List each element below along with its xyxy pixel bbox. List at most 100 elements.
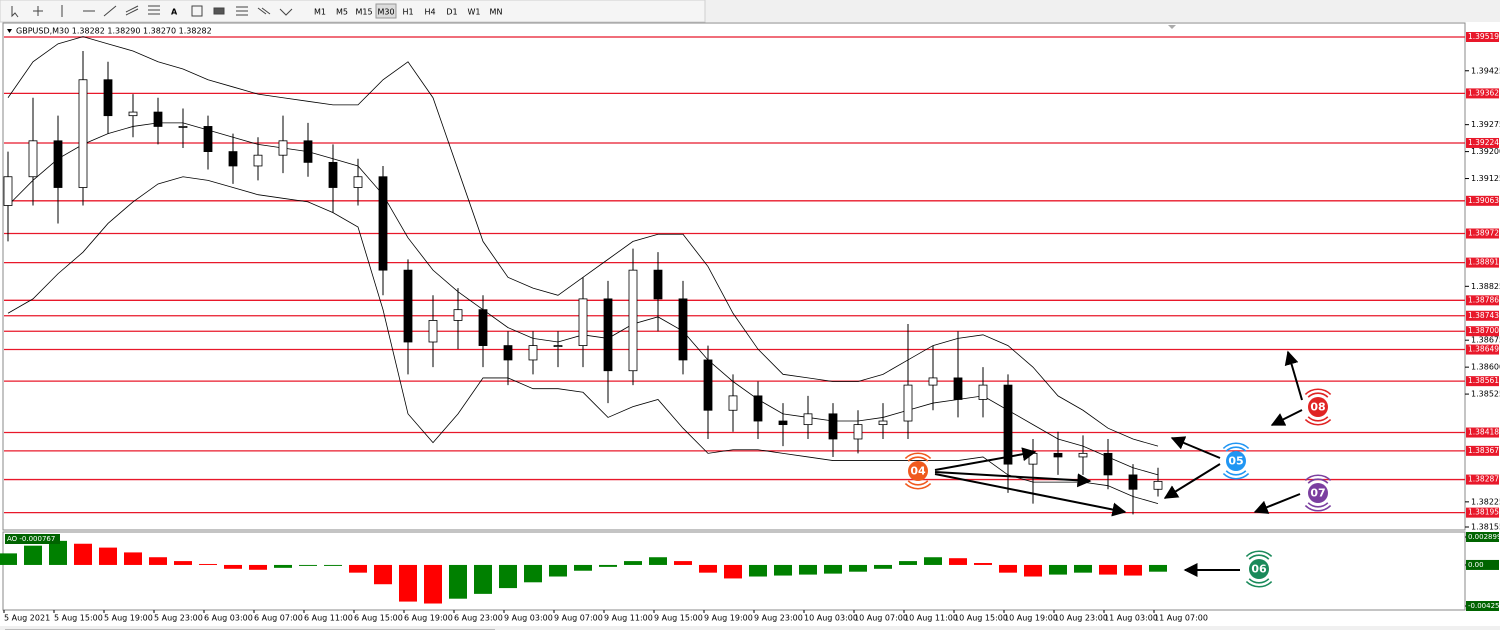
- trendline-icon[interactable]: [103, 5, 117, 17]
- level-label: 1.38367: [1468, 446, 1499, 455]
- level-label: 1.39362: [1468, 88, 1499, 97]
- osc-tick-bg: [1466, 532, 1499, 542]
- candle-body: [628, 269, 638, 372]
- time-label: 11 Aug 07:00: [1154, 614, 1208, 623]
- level-label-bg: [1466, 344, 1499, 355]
- arrow: [1270, 409, 1303, 426]
- chart-layer: 1.39425 1.39275 1.39200 1.39125 1.38825 1.386…: [0, 32, 1500, 623]
- candle-body: [503, 345, 513, 361]
- text-icon[interactable]: [191, 5, 203, 17]
- level-label-bg: [1466, 427, 1499, 438]
- badge: [1308, 397, 1328, 417]
- timeframe-button[interactable]: H1: [402, 8, 413, 17]
- candle-body: [753, 395, 763, 422]
- level-label-bg: [1466, 257, 1499, 268]
- arrow: [1170, 436, 1221, 459]
- oscillator-bar: [749, 564, 767, 577]
- level-label: 1.39519: [1468, 32, 1499, 41]
- oscillator-bar: [724, 564, 742, 579]
- timeframes: M1 M5 M15 M30 H1 H4 D1 W1 MN: [314, 3, 503, 19]
- candle-body: [353, 176, 363, 188]
- time-label: 10 Aug 15:00: [954, 614, 1008, 623]
- osc-tick-label: -0.004258: [1468, 602, 1500, 610]
- arrows-icon[interactable]: [279, 8, 293, 16]
- time-label: 6 Aug 15:00: [354, 614, 403, 623]
- oscillator-bar: [549, 564, 567, 577]
- badge-ring: [1248, 554, 1270, 584]
- timeframe-button[interactable]: M1: [314, 8, 326, 17]
- oscillator-bar: [349, 564, 367, 573]
- channel-icon[interactable]: [125, 5, 139, 16]
- badge-ring: [1304, 474, 1332, 512]
- oscillator-bar: [974, 563, 992, 565]
- candle-body: [603, 298, 613, 372]
- price-tick-label: 1.38600: [1471, 363, 1500, 372]
- oscillator-bar: [299, 564, 317, 566]
- oscillator-bar: [849, 564, 867, 572]
- oscillator-bar: [874, 564, 892, 569]
- active-timeframe: [375, 3, 397, 19]
- time-label: 9 Aug 07:00: [554, 614, 603, 623]
- oscillator-bar: [24, 545, 42, 565]
- oscillator-bar: [949, 558, 967, 565]
- candle-body: [428, 320, 438, 343]
- fibo-icon[interactable]: [148, 5, 160, 15]
- time-label: 5 Aug 23:00: [154, 614, 203, 623]
- oscillator-bar: [799, 564, 817, 575]
- candle-body: [1103, 452, 1113, 476]
- candle-body: [1153, 480, 1163, 490]
- badge-ring: [1307, 478, 1329, 508]
- timeframe-button[interactable]: M30: [377, 8, 394, 17]
- level-label-bg: [1466, 507, 1499, 518]
- osc-tick-label: 0.00: [1468, 561, 1484, 569]
- timeframe-button[interactable]: D1: [446, 8, 457, 17]
- toolbar-icons: [11, 5, 293, 18]
- crosshair-icon[interactable]: [33, 6, 43, 16]
- level-label-bg: [1466, 88, 1499, 99]
- candle-body: [303, 140, 313, 163]
- badge: [1308, 483, 1328, 503]
- oscillator-bar: [424, 564, 442, 604]
- oscillator-bar: [99, 547, 117, 565]
- osc-label: AO -0.000767: [7, 535, 55, 543]
- time-label: 5 Aug 19:00: [104, 614, 153, 623]
- time-label: 9 Aug 23:00: [754, 614, 803, 623]
- shapes-icon[interactable]: [257, 7, 271, 15]
- timeframe-button[interactable]: H4: [424, 8, 435, 17]
- level-label: 1.38972: [1468, 229, 1499, 238]
- oscillator-bar: [574, 564, 592, 571]
- oscillator-bar: [474, 564, 492, 594]
- oscillator-bar: [399, 564, 417, 602]
- cursor-icon[interactable]: [11, 6, 19, 18]
- candle-body: [278, 140, 288, 156]
- oscillator-bar: [774, 564, 792, 576]
- level-label: 1.38649: [1468, 345, 1499, 354]
- level-label-bg: [1466, 474, 1499, 485]
- time-label: 11 Aug 03:00: [1104, 614, 1158, 623]
- oscillator-bar: [1049, 564, 1067, 575]
- timeframe-button[interactable]: M15: [355, 8, 372, 17]
- oscillator-bar: [74, 543, 92, 565]
- candle-body: [928, 377, 938, 386]
- time-label: 9 Aug 11:00: [604, 614, 653, 623]
- timeframe-button[interactable]: M5: [336, 8, 348, 17]
- time-label: 6 Aug 23:00: [454, 614, 503, 623]
- candle-body: [553, 345, 563, 347]
- price-tick-label: 1.38675: [1471, 336, 1500, 345]
- candle-body: [453, 309, 463, 321]
- label-icon[interactable]: [213, 7, 225, 15]
- timeframe-button[interactable]: MN: [490, 8, 503, 17]
- shift-marker[interactable]: [1168, 25, 1176, 29]
- level-label-bg: [1466, 310, 1499, 321]
- badge-label: 05: [1228, 455, 1243, 468]
- arrow: [934, 471, 1092, 488]
- price-tick-label: 1.39200: [1471, 147, 1500, 156]
- symbol-dropdown[interactable]: [7, 29, 12, 33]
- candle-body: [903, 384, 913, 422]
- main-chart: [2, 22, 1466, 531]
- grid-icon[interactable]: [236, 6, 248, 16]
- candle-body: [178, 126, 188, 128]
- timeframe-button[interactable]: W1: [468, 8, 481, 17]
- time-label: 6 Aug 07:00: [254, 614, 303, 623]
